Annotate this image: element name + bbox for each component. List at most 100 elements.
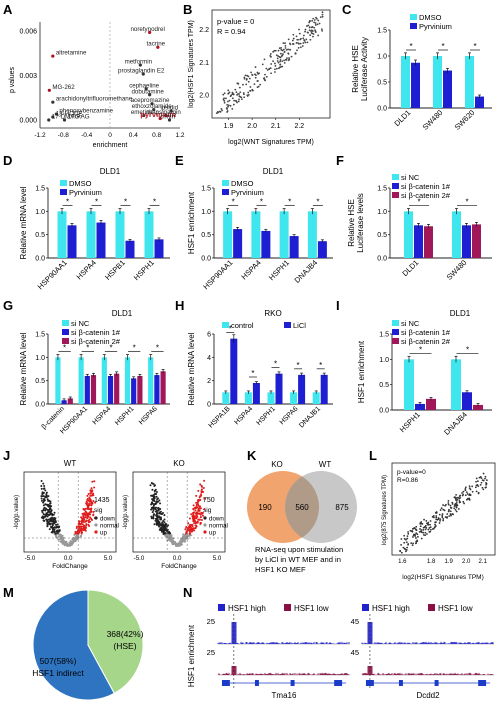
panel-b-point — [288, 42, 291, 45]
panel-l-point — [448, 515, 451, 518]
panel-l-point — [475, 477, 478, 480]
legend-label: DMSO — [419, 13, 442, 22]
volcano-point — [195, 524, 198, 527]
venn-wt-label: WT — [319, 460, 332, 469]
volcano-point — [47, 518, 50, 521]
panel-l-point — [433, 516, 435, 519]
volcano-point — [198, 518, 201, 521]
volcano-point — [89, 490, 92, 493]
bar — [424, 226, 433, 258]
volcano-point — [85, 519, 88, 522]
panel-b-point — [304, 30, 306, 33]
bar-ytick: 1.0 — [201, 209, 211, 216]
legend-swatch — [62, 338, 69, 344]
volcano-point — [84, 513, 87, 516]
panel-l-point — [434, 525, 437, 527]
panel-l-point — [420, 521, 423, 523]
pie-slice-indirect — [32, 589, 116, 701]
volcano-point — [199, 516, 202, 519]
bar — [131, 378, 137, 404]
panel-l-xtick: 1.9 — [444, 559, 453, 565]
panel-b-point — [231, 108, 234, 110]
volcano-point — [42, 495, 45, 498]
venn-ko-label: KO — [271, 460, 283, 469]
panel-l-point — [426, 533, 428, 535]
volcano-point — [152, 498, 155, 501]
volcano-legend-label: normal — [209, 523, 228, 530]
volcano-point — [192, 513, 195, 516]
panel-b-point — [287, 38, 290, 41]
bar — [279, 211, 289, 258]
bar — [411, 62, 420, 108]
volcano-point — [71, 538, 74, 541]
sig-star: * — [473, 42, 476, 51]
volcano-xtick: 0.0 — [64, 555, 73, 562]
volcano-point — [159, 527, 162, 530]
volcano-point — [48, 499, 51, 502]
panel-b-point — [227, 105, 229, 108]
panel-l-xtick: 1.8 — [427, 559, 436, 565]
panel-l-point — [462, 490, 465, 493]
panel-b-point — [312, 17, 315, 20]
volcano-point — [170, 536, 173, 539]
volcano-point — [83, 508, 86, 511]
volcano-xlabel: FoldChange — [52, 563, 88, 570]
panel-a-xtick: -1.2 — [34, 132, 46, 139]
panel-b-point — [308, 29, 311, 32]
volcano-point — [42, 501, 45, 504]
panel-b-point — [282, 53, 284, 55]
volcano-point — [194, 506, 197, 509]
volcano-point — [164, 527, 167, 530]
volcano-legend-label: down — [100, 516, 115, 523]
sig-star: * — [288, 197, 291, 206]
panel-label-d: D — [3, 153, 12, 168]
volcano-point — [161, 528, 164, 531]
panel-n-genome-tracks: HSF1 enrichment HSF1 high HSF1 low 25 25 Tma… — [187, 604, 494, 700]
panel-b-point — [281, 65, 284, 68]
panel-l-point — [441, 514, 444, 517]
panel-l-point — [456, 498, 459, 501]
volcano-point — [150, 508, 153, 511]
bar-title: DLD1 — [100, 167, 121, 176]
volcano-point — [195, 494, 198, 497]
panel-b-point — [262, 77, 265, 80]
panel-l-point — [457, 496, 459, 499]
volcano-point — [53, 530, 56, 533]
volcano-point — [44, 489, 47, 492]
panel-l-point — [414, 542, 417, 545]
bar — [401, 56, 410, 108]
panel-label-b: B — [183, 2, 192, 17]
volcano-point — [48, 528, 51, 531]
volcano-point — [91, 494, 94, 497]
volcano-point — [42, 516, 45, 519]
panel-b-point — [302, 37, 305, 40]
panel-b-point — [277, 61, 280, 64]
volcano-point — [161, 524, 164, 527]
volcano-point — [42, 509, 45, 512]
compound-point — [142, 113, 146, 118]
panel-label-j: J — [3, 448, 10, 463]
volcano-point — [187, 522, 190, 525]
volcano-point — [190, 513, 193, 516]
volcano-point — [82, 516, 85, 519]
volcano-point — [161, 512, 164, 515]
sig-star: * — [232, 197, 235, 206]
panel-b-point — [279, 60, 282, 63]
bar-group-label: HSPA4 — [239, 258, 262, 281]
gene-exon — [434, 680, 439, 686]
panel-b-point — [225, 107, 228, 109]
volcano-point — [203, 479, 206, 482]
volcano-legend-label: normal — [100, 523, 119, 530]
panel-b-point — [292, 37, 295, 40]
panel-l-point — [410, 542, 413, 545]
panel-b-point — [289, 48, 291, 51]
compound-label: emetine — [131, 109, 154, 116]
panel-l-point — [407, 543, 409, 546]
bar-ytick: 0.5 — [35, 232, 45, 239]
bar-ylabel: Luciferase Activity — [360, 37, 369, 101]
volcano-point — [42, 482, 45, 485]
panel-b-point — [275, 67, 278, 70]
volcano-point — [86, 501, 89, 504]
panel-l-point — [482, 472, 485, 475]
panel-l-point — [458, 499, 461, 502]
